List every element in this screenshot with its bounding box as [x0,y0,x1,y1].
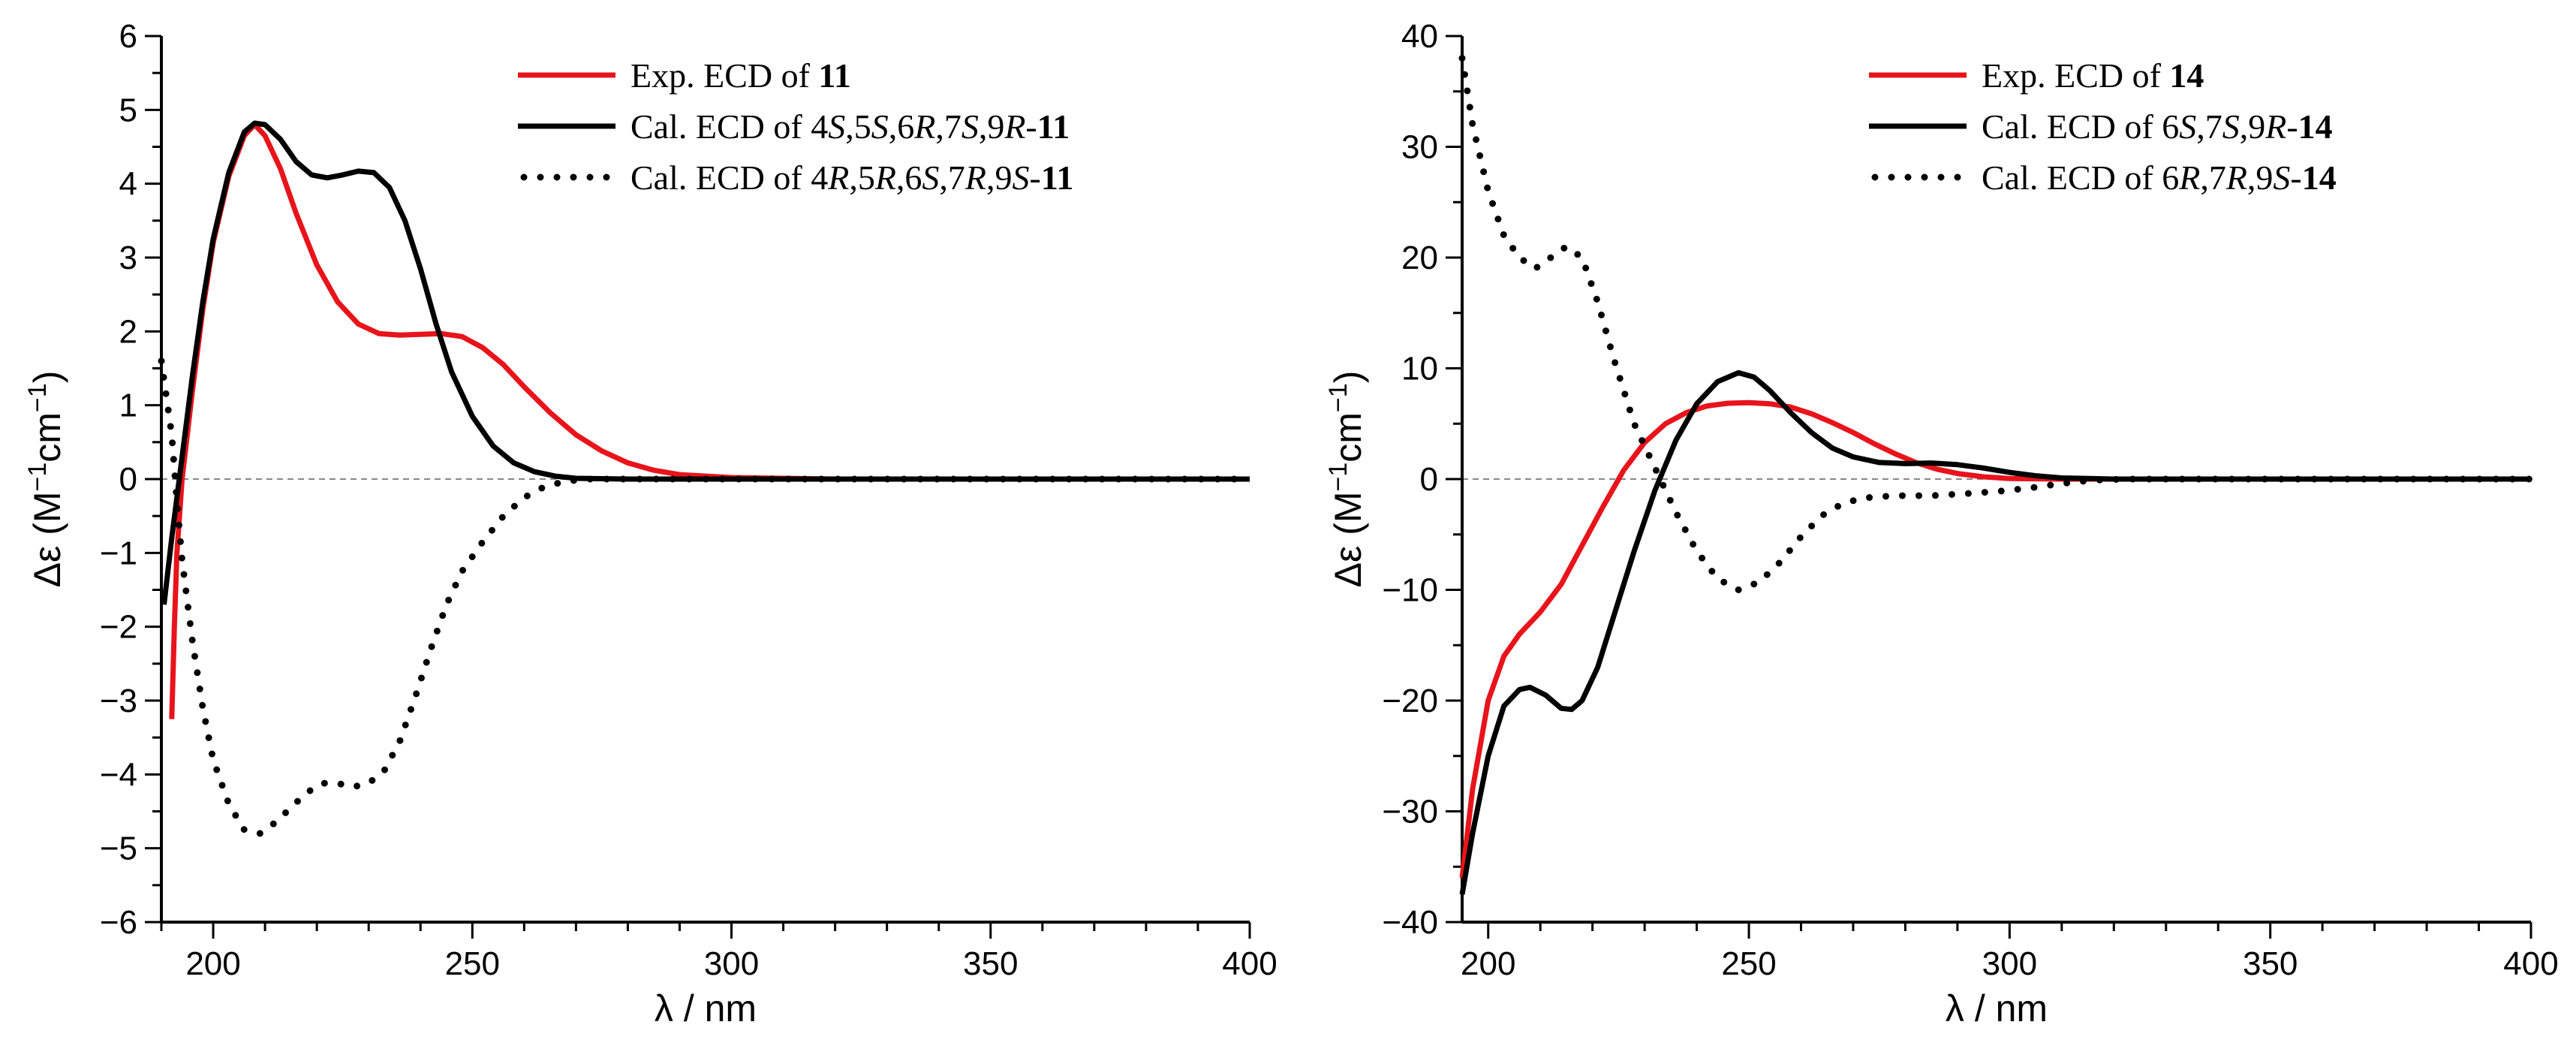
y-tick-label: 20 [1401,240,1438,276]
y-tick-label: −5 [100,830,137,867]
y-tick-label: −2 [100,609,137,646]
y-tick-label: 1 [119,387,137,424]
legend-label-2: Cal. ECD of 4S,5S,6R,7S,9R-11 [630,107,1070,146]
x-tick-label: 250 [1721,945,1776,982]
x-tick-label: 350 [963,945,1018,982]
y-axis-title: Δε (M−1cm−1) [1324,371,1369,588]
y-tick-label: 30 [1401,129,1438,166]
chart-panel-2: 200 250 300 350 400 −40 −30 −20 −10 0 10 20 30 40 λ / … [1324,18,2559,1029]
y-tick-label: 0 [119,461,137,498]
series-line-1 [1459,399,2531,879]
y-tick-label: 6 [119,18,137,55]
x-tick-label: 400 [2503,945,2558,982]
y-tick-label: −40 [1382,904,1438,941]
y-tick-label: 4 [119,166,137,203]
y-tick-label: 40 [1401,18,1438,55]
legend-label-2: Cal. ECD of 6S,7S,9R-14 [1982,107,2333,146]
x-axis-title: λ / nm [1946,987,2048,1029]
x-tick-label: 200 [1461,945,1515,982]
y-tick-label: −20 [1382,683,1438,719]
x-axis-title: λ / nm [655,987,757,1029]
chart-panel-1: 200 250 300 350 400 −6 −5 −4 −3 −2 −1 0 1 2 3 4 5 6 λ / nm… [23,18,1277,1029]
legend-label-3: Cal. ECD of 6R,7R,9S-14 [1982,158,2337,197]
legend-label-3: Cal. ECD of 4R,5R,6S,7R,9S-11 [630,158,1073,197]
series-line-3 [1458,55,2535,593]
x-tick-label: 200 [185,945,240,982]
y-tick-label: −10 [1382,572,1438,609]
series-line-2 [161,120,1250,605]
x-tick-label: 250 [445,945,500,982]
y-tick-label: 0 [1420,461,1438,498]
y-tick-label: −4 [100,756,137,793]
x-tick-label: 400 [1222,945,1277,982]
y-tick-label: 5 [119,92,137,128]
y-tick-label: −6 [100,904,137,941]
y-tick-label: −3 [100,683,137,719]
y-tick-label: 2 [119,313,137,350]
series-line-3 [158,357,1253,837]
legend-label-1: Exp. ECD of 14 [1982,56,2204,95]
legend: Exp. ECD of 14 Cal. ECD of 6S,7S,9R-14 Cal… [1869,56,2337,197]
series-line-1 [169,122,1250,719]
legend: Exp. ECD of 11 Cal. ECD of 4S,5S,6R,7S,9R… [518,56,1073,197]
x-tick-label: 350 [2243,945,2298,982]
y-tick-label: 3 [119,240,137,276]
legend-label-1: Exp. ECD of 11 [630,56,851,95]
x-tick-label: 300 [1982,945,2037,982]
x-tick-label: 300 [704,945,759,982]
y-tick-label: 10 [1401,351,1438,387]
series-line-2 [1459,369,2531,895]
y-axis-title: Δε (M−1cm−1) [23,371,68,588]
y-tick-label: −30 [1382,794,1438,830]
y-tick-label: −1 [100,535,137,571]
